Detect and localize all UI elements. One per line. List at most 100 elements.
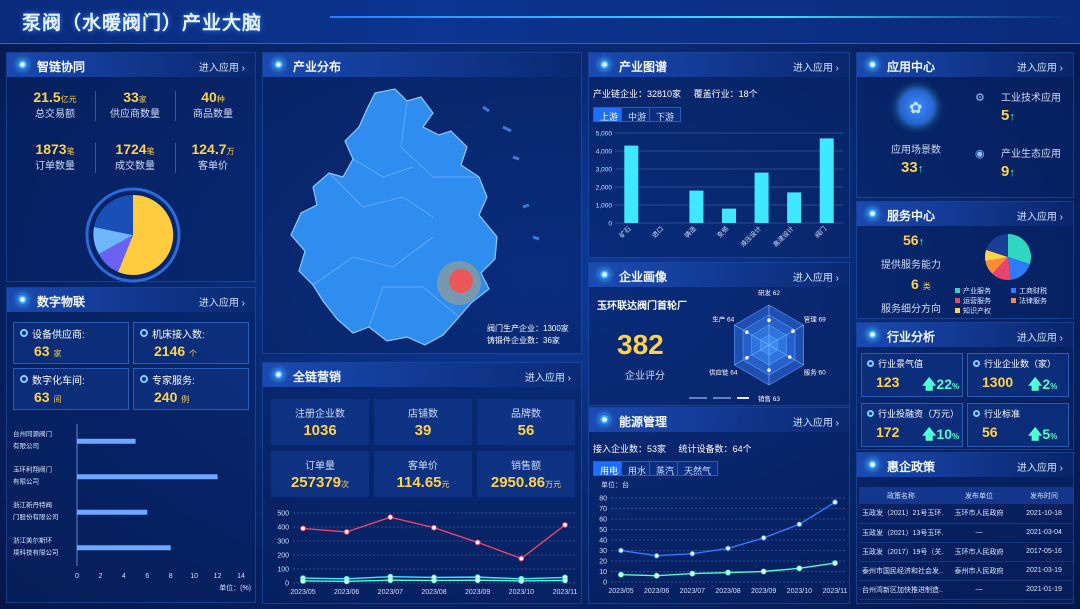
x-tick-label: 进口: [650, 225, 665, 240]
panel-title: 产业图谱: [619, 60, 668, 74]
data-point[interactable]: [725, 545, 731, 552]
legend-swatch: [955, 308, 960, 313]
enter-app-link[interactable]: 进入应用 ›: [1016, 333, 1063, 344]
radar-point[interactable]: [767, 318, 771, 322]
data-point[interactable]: [343, 578, 350, 585]
policy-row[interactable]: 泰州市国民经济和社会发... 泰州市人民政府 2021-03-19: [859, 561, 1073, 581]
bar[interactable]: [722, 208, 736, 223]
data-point[interactable]: [387, 514, 394, 521]
sales-stat-card: 订单量 257379次: [271, 451, 369, 497]
industry-stat-card[interactable]: 行业景气值 123 🡅22%: [861, 353, 963, 397]
pie-slice[interactable]: [985, 257, 1008, 274]
bar[interactable]: [77, 509, 148, 515]
map-region[interactable]: [290, 88, 498, 346]
data-point[interactable]: [562, 577, 568, 584]
radar-point[interactable]: [745, 356, 749, 360]
enter-app-link[interactable]: 进入应用 ›: [1016, 212, 1063, 223]
tab-midstream[interactable]: 中游: [621, 107, 654, 122]
data-point[interactable]: [796, 521, 803, 528]
data-point[interactable]: [760, 535, 767, 541]
data-point[interactable]: [689, 570, 696, 577]
radar-point[interactable]: [787, 355, 792, 359]
radar-axis-label: 管理 69: [804, 315, 826, 324]
iot-stat-card[interactable]: 机床接入数: 2146 个: [133, 322, 249, 364]
data-point[interactable]: [725, 569, 731, 576]
x-tick-label: 变频: [715, 224, 731, 240]
data-point[interactable]: [300, 525, 306, 532]
radar-point[interactable]: [745, 330, 749, 334]
data-point[interactable]: [431, 524, 437, 531]
data-point[interactable]: [689, 550, 696, 557]
x-tick-label: 铸造: [682, 224, 698, 240]
pager-dots[interactable]: [689, 397, 749, 399]
iot-stat-card[interactable]: 数字化车间: 63 间: [13, 368, 129, 410]
enter-app-link[interactable]: 进入应用 ›: [792, 418, 839, 429]
data-point[interactable]: [832, 499, 838, 506]
stat-label: 订单数量: [35, 161, 75, 172]
data-point[interactable]: [474, 577, 481, 584]
pie-slice[interactable]: [992, 257, 1011, 280]
panel-title: 全链营销: [293, 370, 342, 384]
bar[interactable]: [689, 190, 704, 223]
data-point[interactable]: [343, 529, 350, 535]
industry-stat-label: 行业标准: [984, 409, 1021, 419]
pie-slice[interactable]: [985, 249, 1008, 262]
policy-row[interactable]: 玉政发（2017）19号（关... 玉环市人民政府 2017-05-16: [859, 542, 1073, 562]
tab-electricity[interactable]: 用电: [593, 461, 626, 476]
data-point[interactable]: [562, 522, 568, 528]
policy-row[interactable]: 台州湾新区加快推进制造... —2021-01-19: [859, 580, 1073, 600]
data-point[interactable]: [300, 578, 306, 584]
enter-app-link[interactable]: 进入应用 ›: [198, 298, 245, 309]
data-point[interactable]: [653, 572, 660, 579]
iot-stat-card[interactable]: 专家服务: 240 例: [133, 368, 249, 410]
data-point[interactable]: [796, 565, 803, 572]
bar[interactable]: [624, 145, 639, 223]
bar[interactable]: [787, 192, 802, 223]
score-label: 企业评分: [625, 371, 665, 382]
data-point[interactable]: [431, 577, 437, 584]
enter-app-link[interactable]: 进入应用 ›: [198, 63, 245, 74]
enter-app-link[interactable]: 进入应用 ›: [1016, 463, 1063, 474]
enter-app-link[interactable]: 进入应用 ›: [1016, 63, 1063, 74]
data-point[interactable]: [518, 578, 525, 584]
enter-app-link[interactable]: 进入应用 ›: [792, 63, 839, 74]
enter-app-link[interactable]: 进入应用 ›: [524, 373, 571, 384]
header-decoration: [330, 16, 1070, 18]
pie-slice[interactable]: [986, 234, 1008, 257]
data-point[interactable]: [832, 560, 838, 566]
bar[interactable]: [77, 438, 136, 444]
legend-item: 产业服务: [955, 286, 991, 296]
radar-point[interactable]: [767, 368, 771, 372]
pie-slice[interactable]: [1008, 257, 1030, 280]
tab-gas[interactable]: 天然气: [677, 461, 719, 476]
panel-icon: [273, 369, 284, 380]
policy-row[interactable]: 玉政发（2021）13号玉环... —2021-03-04: [859, 523, 1073, 543]
radar-point[interactable]: [791, 329, 795, 333]
industry-stat-card[interactable]: 行业标准 56 🡅5%: [967, 403, 1069, 447]
data-point[interactable]: [474, 539, 481, 546]
panel-title: 能源管理: [619, 415, 668, 429]
arrow-up-icon: 🡅: [1028, 426, 1043, 442]
data-point[interactable]: [518, 555, 525, 562]
data-point[interactable]: [618, 571, 624, 578]
iot-stat-card[interactable]: 设备供应商: 63 家: [13, 322, 129, 364]
bullet-icon: [140, 375, 148, 383]
industry-stat-card[interactable]: 行业投融资（万元） 172 🡅10%: [861, 403, 963, 447]
sales-stat-label: 注册企业数: [295, 409, 345, 420]
policy-row[interactable]: 玉政发（2021）21号玉环... 玉环市人民政府 2021-10-18: [859, 504, 1073, 524]
pie-slice[interactable]: [1008, 234, 1031, 265]
sales-stat-value: 1036: [303, 422, 337, 439]
data-point[interactable]: [760, 568, 767, 575]
bar[interactable]: [77, 474, 218, 480]
bar[interactable]: [819, 138, 834, 223]
bar[interactable]: [754, 172, 769, 223]
data-point[interactable]: [387, 577, 394, 584]
bar[interactable]: [77, 545, 171, 551]
sales-stat-label: 销售额: [511, 461, 541, 472]
enter-app-link[interactable]: 进入应用 ›: [792, 273, 839, 284]
industry-stat-card[interactable]: 行业企业数（家） 1300 🡅2%: [967, 353, 1069, 397]
tab-downstream[interactable]: 下游: [649, 107, 682, 122]
data-point[interactable]: [618, 547, 624, 554]
x-tick-label: 2023/09: [465, 589, 490, 596]
data-point[interactable]: [653, 552, 660, 559]
